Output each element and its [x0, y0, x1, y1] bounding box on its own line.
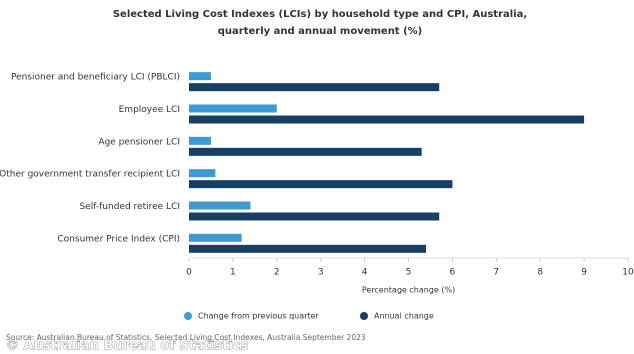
legend-label: Change from previous quarter — [198, 312, 319, 321]
bar — [189, 115, 585, 124]
legend-marker — [184, 312, 192, 320]
x-tick-label: 4 — [362, 268, 368, 278]
bar — [189, 147, 422, 156]
x-tick-label: 9 — [581, 268, 587, 278]
x-axis-label: Percentage change (%) — [362, 286, 455, 295]
x-tick-label: 10 — [622, 268, 634, 278]
x-tick-label: 2 — [274, 268, 280, 278]
x-tick-label: 5 — [406, 268, 412, 278]
bar — [189, 169, 216, 178]
bar — [189, 136, 211, 145]
x-tick-label: 0 — [186, 268, 192, 278]
watermark: © Australian Bureau of Statistics — [6, 339, 249, 354]
bar — [189, 180, 453, 189]
bar — [189, 244, 427, 253]
y-tick-label: Consumer Price Index (CPI) — [57, 234, 180, 244]
y-tick-label: Self-funded retiree LCI — [79, 202, 180, 212]
bar — [189, 201, 251, 210]
bar — [189, 83, 440, 92]
x-tick-label: 3 — [318, 268, 324, 278]
y-tick-label: Employee LCI — [119, 105, 180, 115]
x-tick-label: 6 — [450, 268, 456, 278]
chart-title: Selected Living Cost Indexes (LCIs) by h… — [112, 9, 528, 37]
x-tick-label: 7 — [493, 268, 499, 278]
y-tick-label: Other government transfer recipient LCI — [0, 170, 180, 180]
x-tick-label: 8 — [537, 268, 543, 278]
y-tick-label: Age pensioner LCI — [98, 137, 180, 147]
bar — [189, 72, 211, 81]
bar — [189, 212, 440, 221]
legend-marker — [360, 312, 368, 320]
source: Source: Australian Bureau of Statistics,… — [6, 333, 366, 342]
legend-label: Annual change — [374, 312, 434, 321]
bar — [189, 104, 277, 113]
x-tick-label: 1 — [230, 268, 236, 278]
bar — [189, 233, 242, 242]
y-tick-label: Pensioner and beneficiary LCI (PBLCI) — [11, 73, 180, 83]
